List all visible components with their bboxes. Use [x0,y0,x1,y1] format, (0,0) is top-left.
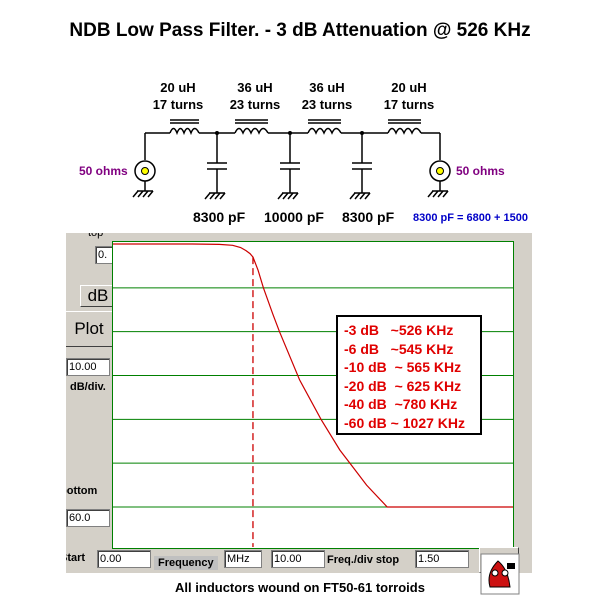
db-per-div-field[interactable]: 10.00 [66,358,110,376]
plot-window: top 0. dB Plot 10.00 dB/div. bottom 60.0… [66,233,532,573]
capacitor-1 [204,133,227,200]
bottom-value-field[interactable]: 60.0 [66,509,110,527]
inductor-3-turns: 23 turns [301,97,353,112]
page-title: NDB Low Pass Filter. - 3 dB Attenuation … [69,20,531,41]
bottom-label: bottom [66,485,98,497]
attenuation-legend: -3 dB ~526 KHz -6 dB ~545 KHz -10 dB ~ 5… [336,315,482,435]
inductor-1-value: 20 uH [160,80,196,95]
source-connector [132,160,156,198]
footer-note: All inductors wound on FT50-61 torroids [175,580,425,595]
legend-row: -40 dB ~780 KHz [344,396,458,412]
inductor-4-label: 20 uH 17 turns [376,79,442,113]
start-value-field[interactable]: 0.00 [97,550,151,568]
legend-row: -6 dB ~545 KHz [344,340,454,357]
legend-row: -60 dB ~ 1027 KHz [344,414,465,431]
source-impedance-label: 50 ohms [79,164,128,178]
stop-value-field[interactable]: 1.50 [415,550,469,568]
inductor-1 [169,119,200,136]
capacitor-3 [349,133,372,200]
inductor-3-value: 36 uH [309,80,345,95]
capacitor-2 [277,133,300,200]
freq-per-div-label: Freq./div stop [327,554,400,566]
db-button[interactable]: dB [80,285,116,307]
capacitor-note: 8300 pF = 6800 + 1500 [413,212,528,224]
inductor-1-turns: 17 turns [152,97,204,112]
capacitor-3-label: 8300 pF [342,209,395,225]
inductor-4-turns: 17 turns [383,97,435,112]
capacitor-1-label: 8300 pF [193,209,246,225]
inductor-2-turns: 23 turns [229,97,281,112]
inductor-4-value: 20 uH [391,80,427,95]
frequency-label: Frequency [154,556,218,570]
inductor-3-label: 36 uH 23 turns [294,79,360,113]
capacitor-2-label: 10000 pF [264,209,324,225]
load-impedance-label: 50 ohms [456,164,505,178]
inductor-1-label: 20 uH 17 turns [148,79,208,113]
top-label: top [88,233,104,239]
legend-row: -3 dB ~526 KHz [344,322,454,338]
inductor-2-value: 36 uH [237,80,273,95]
freq-per-div-field[interactable]: 10.00 [271,550,325,568]
legend-row: -10 dB ~ 565 KHz [344,359,462,375]
plot-button[interactable]: Plot [66,311,114,347]
inductor-2 [234,119,269,135]
start-label: Start [66,552,86,564]
response-curve [112,243,514,508]
plot-border [112,241,514,549]
inductor-4 [387,119,422,135]
inductor-3 [307,119,342,135]
db-per-div-label: dB/div. [70,381,106,393]
filter-schematic [132,119,451,200]
frequency-unit-field[interactable]: MHz [224,550,262,568]
legend-row: -20 dB ~ 625 KHz [344,377,462,394]
logo-icon [480,553,520,595]
load-connector [427,160,451,198]
inductor-2-label: 36 uH 23 turns [222,79,288,113]
